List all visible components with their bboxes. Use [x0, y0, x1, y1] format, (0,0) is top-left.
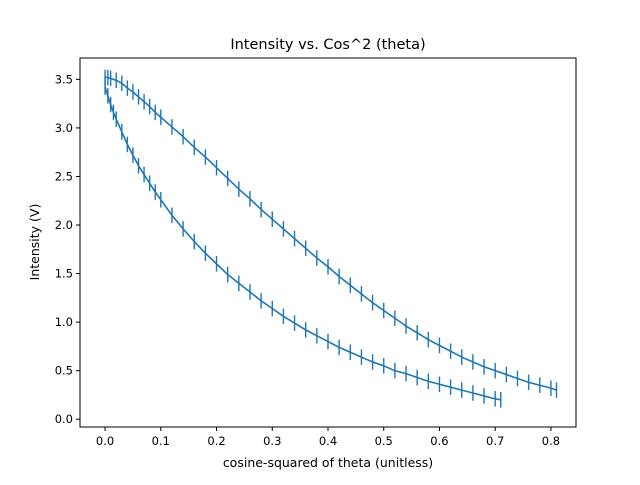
x-tick-label: 0.4 [319, 434, 337, 448]
x-tick-label: 0.7 [486, 434, 504, 448]
y-tick-label: 1.5 [55, 267, 73, 281]
x-tick-label: 0.3 [263, 434, 281, 448]
y-tick-label: 2.0 [55, 218, 73, 232]
series-1-line [105, 76, 557, 391]
series-2-line [104, 86, 501, 401]
y-tick-label: 3.0 [55, 121, 73, 135]
y-tick-label: 3.5 [55, 72, 73, 86]
y-tick-label: 2.5 [55, 169, 73, 183]
y-tick-label: 1.0 [55, 315, 73, 329]
x-tick-label: 0.0 [96, 434, 114, 448]
y-tick-label: 0.0 [55, 412, 73, 426]
y-ticks: 0.0 0.5 1.0 1.5 2.0 2.5 3.0 3.5 [55, 72, 80, 426]
chart-title: Intensity vs. Cos^2 (theta) [230, 37, 425, 53]
series-layer [104, 69, 558, 408]
x-ticks: 0.0 0.1 0.2 0.3 0.4 0.5 0.6 0.7 0.8 [96, 427, 560, 448]
x-tick-label: 0.6 [430, 434, 448, 448]
x-tick-label: 0.5 [375, 434, 393, 448]
y-tick-label: 0.5 [55, 364, 73, 378]
x-tick-label: 0.1 [152, 434, 170, 448]
y-axis-label: Intensity (V) [27, 204, 42, 281]
x-tick-label: 0.2 [207, 434, 225, 448]
x-tick-label: 0.8 [542, 434, 560, 448]
x-axis-label: cosine-squared of theta (unitless) [223, 455, 433, 470]
